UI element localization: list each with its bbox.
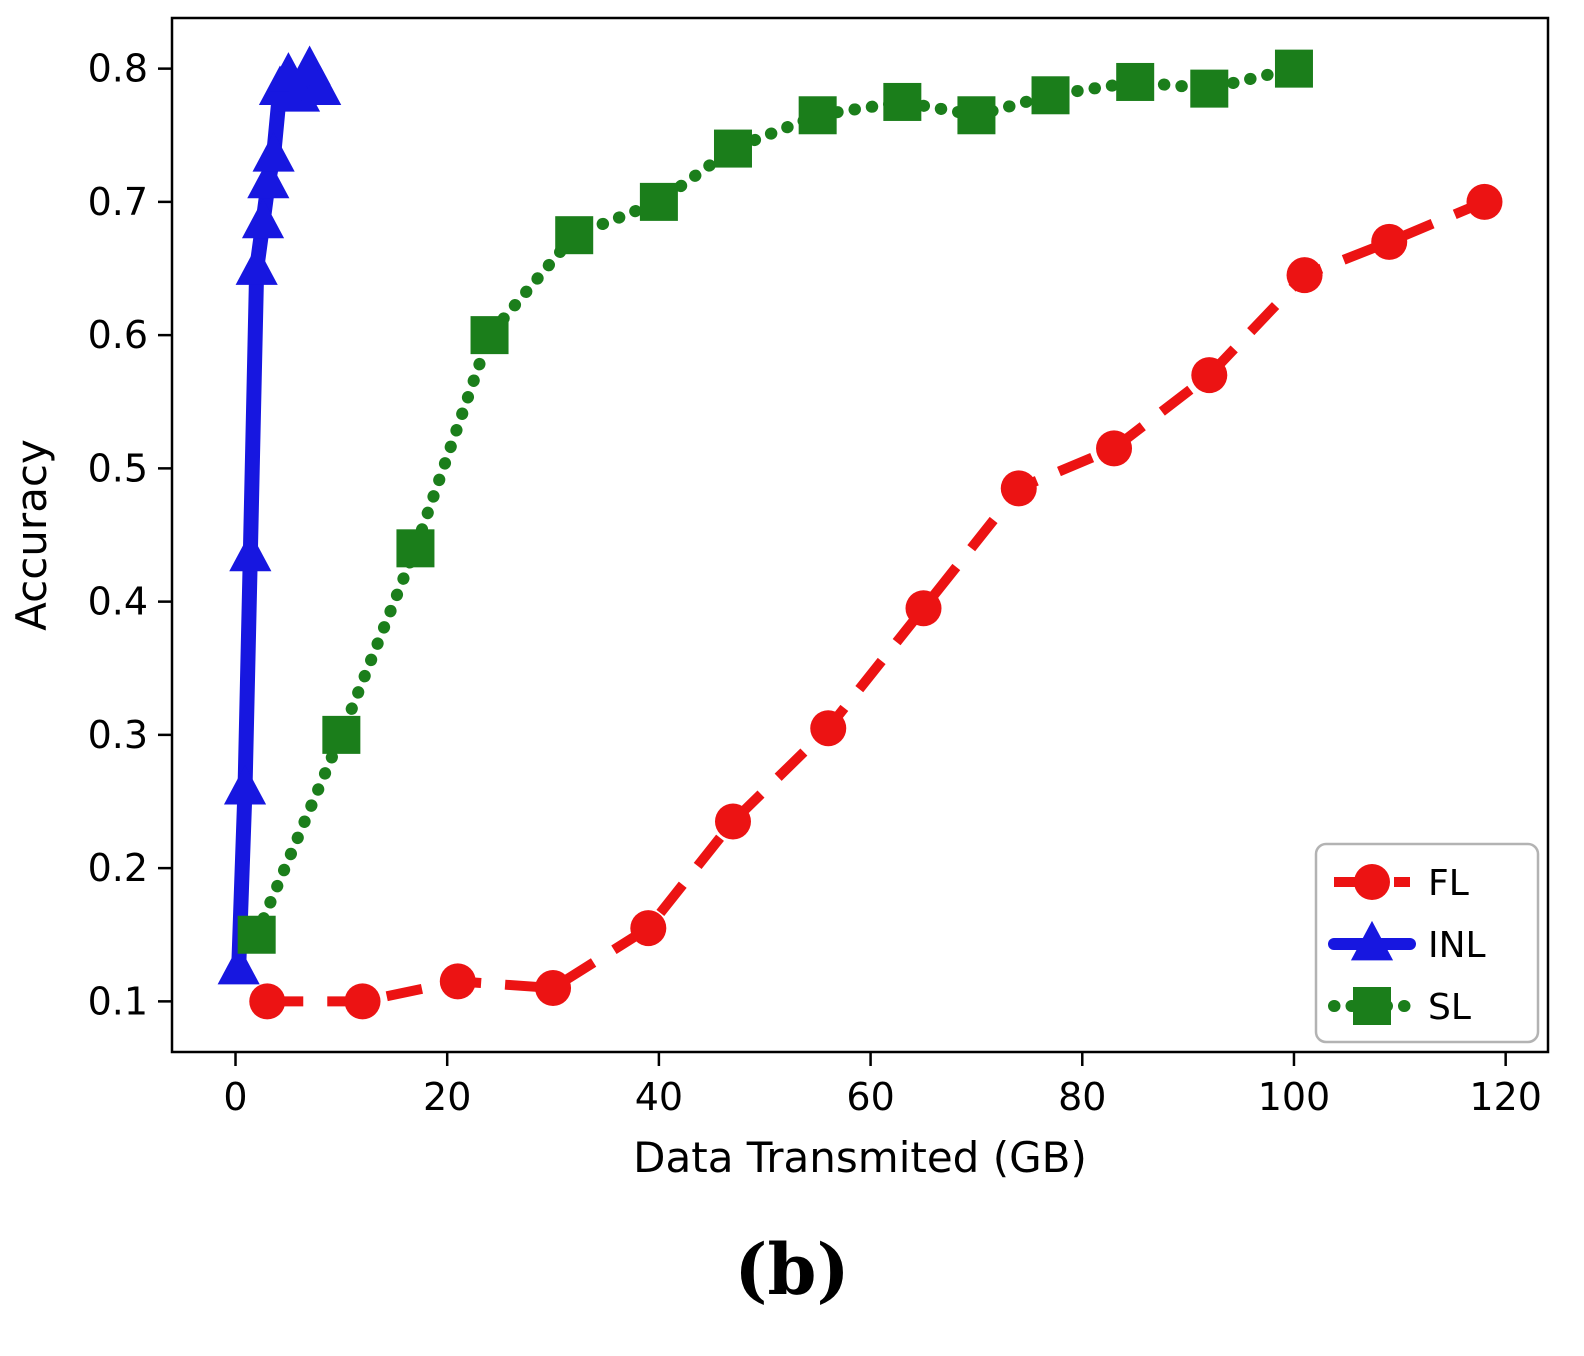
svg-text:0.5: 0.5 [88,446,148,490]
chart-canvas: 0.1 0.2 0.3 0.4 0.5 0.6 0.7 0.8 0 20 40 60 80 100 120 D… [7,16,1550,1182]
svg-text:80: 80 [1058,1075,1106,1119]
svg-text:SL: SL [1428,987,1471,1028]
series-SL [237,49,1313,954]
svg-text:0.8: 0.8 [88,47,148,91]
svg-text:0: 0 [223,1075,247,1119]
axes-ticks: 0.1 0.2 0.3 0.4 0.5 0.6 0.7 0.8 0 20 40 60 80 100 120 [88,47,1542,1119]
svg-text:0.1: 0.1 [88,979,148,1023]
svg-text:0.2: 0.2 [88,846,148,890]
svg-text:INL: INL [1428,925,1486,966]
svg-text:Data Transmited (GB): Data Transmited (GB) [633,1133,1087,1182]
series-INL [217,45,342,985]
svg-text:0.6: 0.6 [88,313,148,357]
series-FL [249,183,1503,1020]
svg-text:0.4: 0.4 [88,580,148,624]
svg-text:20: 20 [423,1075,471,1119]
svg-text:60: 60 [846,1075,894,1119]
svg-text:120: 120 [1469,1075,1542,1119]
plot-border [170,16,1550,1054]
svg-text:0.7: 0.7 [88,180,148,224]
svg-text:0.3: 0.3 [88,713,148,757]
accuracy-vs-data-chart: 0.1 0.2 0.3 0.4 0.5 0.6 0.7 0.8 0 20 40 60 80 100 120 D… [7,16,1550,1182]
axis-labels: Data Transmited (GB) Accuracy [7,439,1087,1182]
svg-text:40: 40 [635,1075,683,1119]
figure-caption: (b) [734,1228,850,1311]
svg-text:100: 100 [1258,1075,1331,1119]
svg-text:Accuracy: Accuracy [7,439,56,631]
legend: FL INL SL [1314,842,1540,1044]
svg-text:FL: FL [1428,863,1469,904]
